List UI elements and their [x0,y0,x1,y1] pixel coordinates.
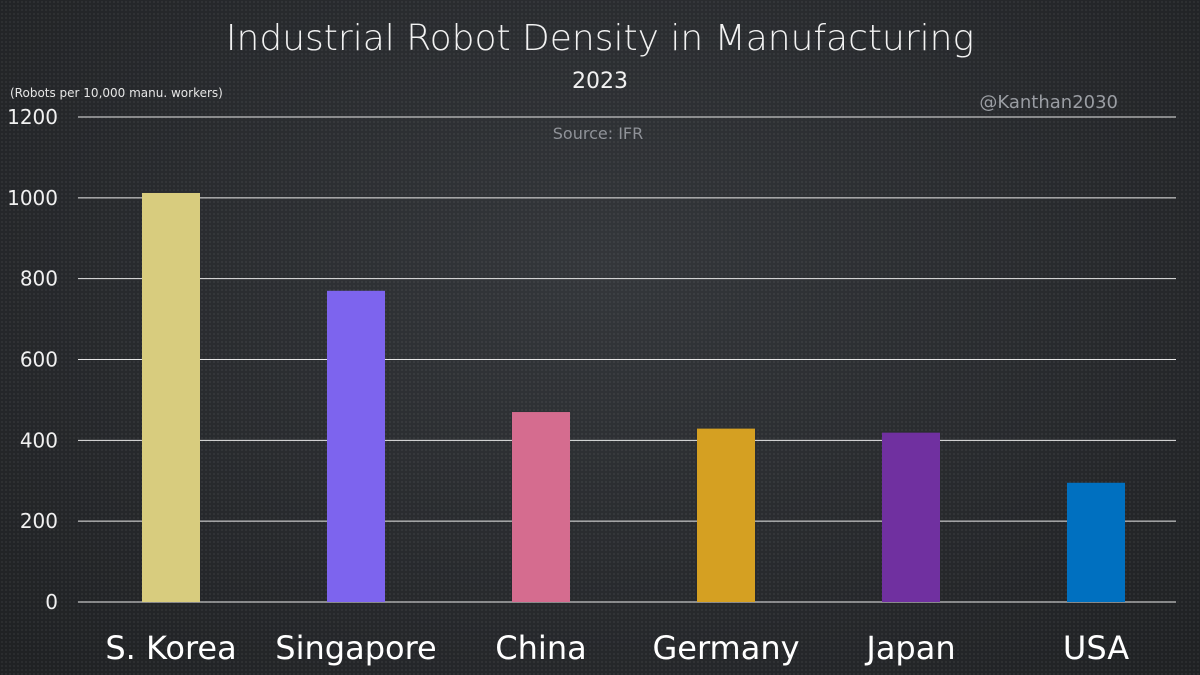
y-axis-ticks: 0 200 400 600 800 1000 1200 [7,105,58,614]
y-axis-unit-label: (Robots per 10,000 manu. workers) [10,86,223,100]
bar [327,290,385,602]
chart-subtitle: 2023 [572,69,628,94]
x-category-label: S. Korea [105,629,236,667]
y-tick-label: 0 [45,590,58,614]
y-tick-label: 1000 [7,186,58,210]
source-note: Source: IFR [553,124,643,143]
y-tick-label: 600 [20,348,58,372]
bar [1067,482,1125,602]
bar [882,432,940,602]
bar [512,412,570,602]
x-category-label: Japan [864,629,955,667]
x-category-label: China [495,629,586,667]
chart-title: Industrial Robot Density in Manufacturin… [226,18,974,59]
y-tick-label: 800 [20,267,58,291]
y-tick-label: 200 [20,509,58,533]
x-category-label: USA [1063,629,1129,667]
bar [142,192,200,602]
x-category-label: Germany [652,629,799,667]
x-category-label: Singapore [275,629,436,667]
y-tick-label: 1200 [7,105,58,129]
gridlines [78,116,1176,603]
bar [697,428,755,602]
watermark-handle: @Kanthan2030 [979,92,1118,113]
y-tick-label: 400 [20,428,58,452]
bars [142,192,1125,602]
x-axis-labels: S. Korea Singapore China Germany Japan USA [105,629,1129,667]
